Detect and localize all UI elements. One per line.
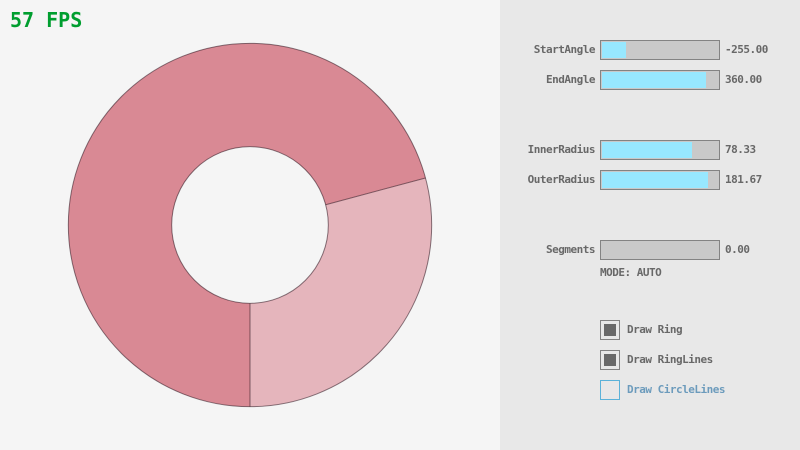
ring-sector-single-drawn [250, 177, 432, 407]
checkbox-box-draw-ringlines[interactable] [600, 350, 620, 370]
slider-label-outerradius: OuterRadius [527, 173, 596, 186]
slider-value-endangle: 360.00 [725, 73, 762, 86]
checkbox-label-draw-ring: Draw Ring [627, 323, 683, 336]
ring-cap-line-upper-right [325, 177, 426, 206]
fps-counter: 57 FPS [10, 8, 83, 32]
checkbox-draw-ringlines[interactable]: Draw RingLines [600, 350, 713, 370]
slider-row-startangle: StartAngle -255.00 [500, 40, 800, 60]
checkbox-box-draw-ring[interactable] [600, 320, 620, 340]
checkbox-draw-ring[interactable]: Draw Ring [600, 320, 683, 340]
slider-label-innerradius: InnerRadius [527, 143, 596, 156]
slider-label-endangle: EndAngle [546, 73, 595, 86]
slider-row-endangle: EndAngle 360.00 [500, 70, 800, 90]
checkbox-label-draw-circlelines: Draw CircleLines [627, 383, 725, 396]
checkbox-box-draw-circlelines[interactable] [600, 380, 620, 400]
slider-row-innerradius: InnerRadius 78.33 [500, 140, 800, 160]
slider-outerradius[interactable] [600, 170, 720, 190]
slider-label-startangle: StartAngle [533, 43, 596, 56]
controls-panel: StartAngle -255.00 EndAngle 360.00 Inner… [500, 0, 800, 450]
slider-value-segments: 0.00 [725, 243, 750, 256]
slider-value-outerradius: 181.67 [725, 173, 762, 186]
ring-inner-outline [171, 146, 329, 304]
slider-value-startangle: -255.00 [725, 43, 768, 56]
slider-row-segments: Segments 0.00 [500, 240, 800, 260]
slider-segments[interactable] [600, 240, 720, 260]
slider-innerradius[interactable] [600, 140, 720, 160]
slider-fill-innerradius [602, 142, 692, 158]
slider-label-segments: Segments [546, 243, 595, 256]
checkbox-draw-circlelines[interactable]: Draw CircleLines [600, 380, 725, 400]
slider-startangle[interactable] [600, 40, 720, 60]
slider-fill-startangle [602, 42, 626, 58]
checkmark-icon [604, 354, 616, 366]
segments-mode-text: MODE: AUTO [600, 266, 662, 279]
slider-row-outerradius: OuterRadius 181.67 [500, 170, 800, 190]
slider-value-innerradius: 78.33 [725, 143, 756, 156]
ring-canvas [67, 42, 433, 408]
slider-fill-outerradius [602, 172, 708, 188]
slider-endangle[interactable] [600, 70, 720, 90]
ring-sector-double-drawn [68, 43, 426, 407]
checkbox-label-draw-ringlines: Draw RingLines [627, 353, 713, 366]
slider-fill-endangle [602, 72, 706, 88]
checkmark-icon [604, 324, 616, 336]
